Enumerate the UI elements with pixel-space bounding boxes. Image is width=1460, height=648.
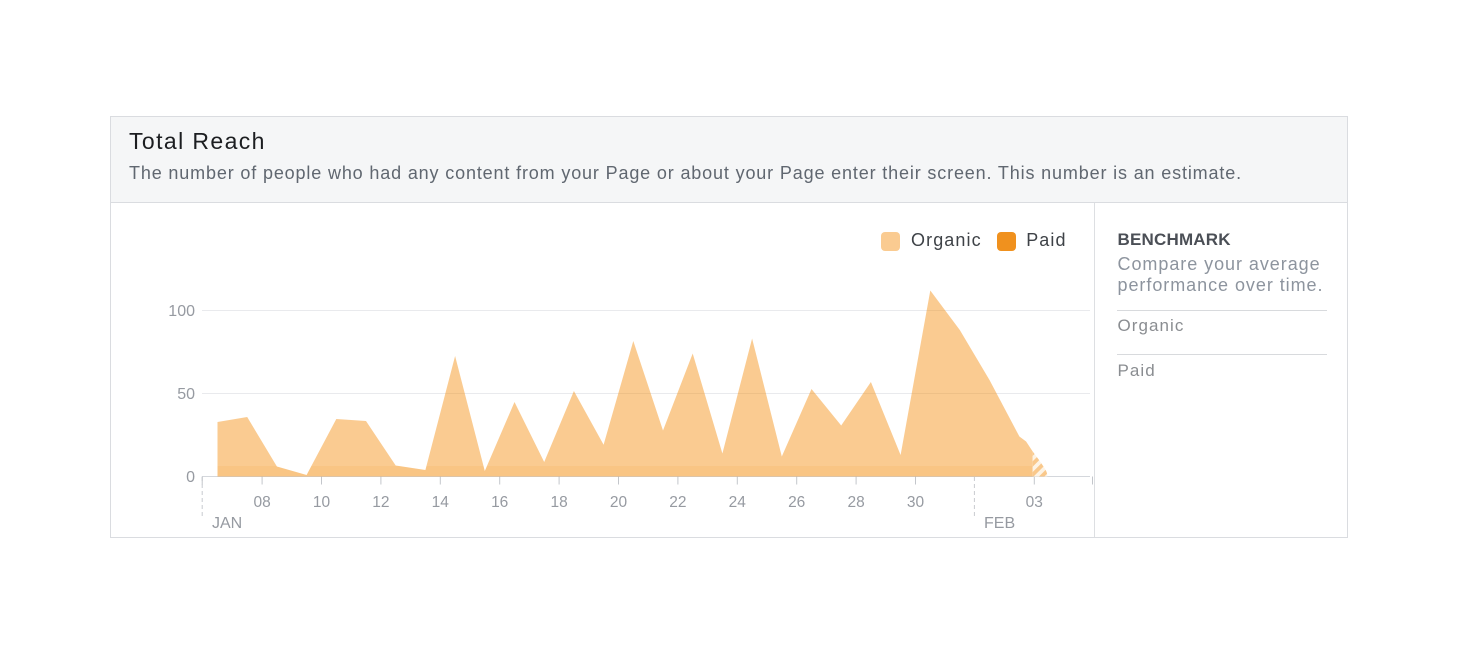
svg-text:FEB: FEB <box>984 515 1015 532</box>
svg-text:03: 03 <box>1026 494 1043 511</box>
svg-text:26: 26 <box>788 494 805 511</box>
svg-text:10: 10 <box>313 494 331 511</box>
svg-text:12: 12 <box>372 494 389 511</box>
svg-text:08: 08 <box>253 494 270 511</box>
svg-text:22: 22 <box>669 494 686 511</box>
svg-text:16: 16 <box>491 494 508 511</box>
svg-text:30: 30 <box>907 494 925 511</box>
svg-text:0: 0 <box>186 469 195 486</box>
svg-text:18: 18 <box>550 494 567 511</box>
svg-text:28: 28 <box>847 494 864 511</box>
svg-text:50: 50 <box>177 386 195 403</box>
svg-text:20: 20 <box>610 494 628 511</box>
svg-text:JAN: JAN <box>212 515 242 532</box>
svg-text:100: 100 <box>168 303 195 320</box>
svg-text:14: 14 <box>432 494 450 511</box>
svg-text:24: 24 <box>729 494 747 511</box>
